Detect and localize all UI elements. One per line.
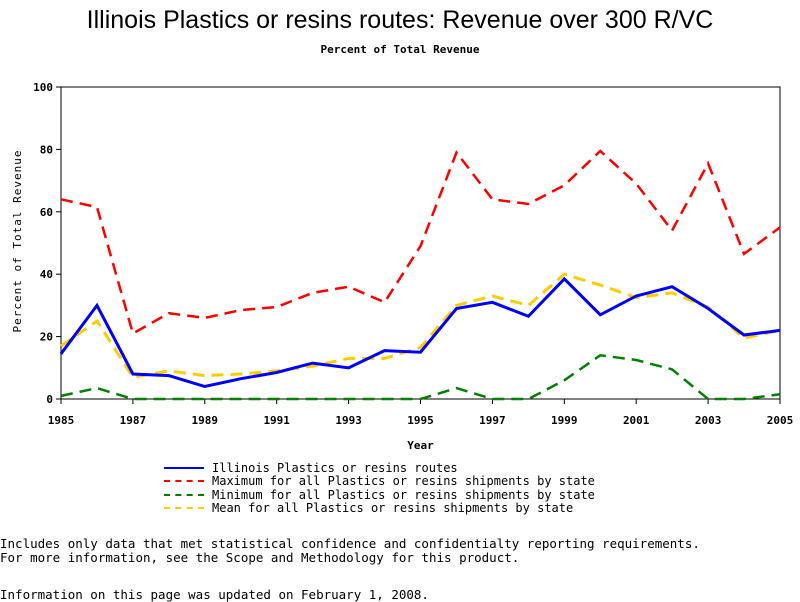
x-tick-label: 1987 — [120, 414, 147, 427]
series-lines — [59, 149, 781, 401]
legend-label: Mean for all Plastics or resins shipment… — [212, 501, 574, 516]
legend-swatch — [164, 480, 204, 483]
series-line-minimum — [60, 353, 781, 401]
x-tick-label: 1995 — [407, 414, 434, 427]
y-tick-label: 0 — [46, 393, 53, 406]
x-axis: 1985 1987 1989 1991 1993 1995 1997 1999 2001 2003… — [48, 399, 794, 427]
chart-title: Illinois Plastics or resins routes: Reve… — [86, 6, 714, 34]
series-line-mean — [60, 272, 781, 379]
legend-swatch — [164, 493, 204, 496]
x-tick-label: 1989 — [192, 414, 219, 427]
footnotes: Includes only data that met statistical … — [0, 537, 700, 565]
x-tick-label: 2001 — [623, 414, 650, 427]
x-tick-label: 1997 — [479, 414, 506, 427]
legend-label: Minimum for all Plastics or resins shipm… — [212, 487, 595, 502]
x-tick-label: 2005 — [767, 414, 794, 427]
legend-swatch — [164, 466, 204, 469]
legend-item-minimum: Minimum for all Plastics or resins shipm… — [164, 488, 595, 502]
x-tick-label: 1999 — [551, 414, 578, 427]
y-tick-label: 100 — [33, 81, 53, 94]
series-line-maximum — [60, 149, 781, 336]
x-tick-label: 1985 — [48, 414, 75, 427]
legend-swatch — [164, 507, 204, 510]
series-line-illinois — [59, 276, 781, 389]
footnote-line: For more information, see the Scope and … — [0, 550, 520, 565]
legend-item-mean: Mean for all Plastics or resins shipment… — [164, 501, 595, 516]
x-axis-label: Year — [407, 439, 434, 452]
line-chart: 0 20 40 60 80 100 1985 1987 1989 1991 1993 1995 199… — [11, 81, 794, 452]
y-tick-label: 20 — [40, 331, 53, 344]
y-tick-label: 60 — [40, 206, 53, 219]
legend-label: Maximum for all Plastics or resins shipm… — [212, 474, 595, 489]
legend-item-maximum: Maximum for all Plastics or resins shipm… — [164, 474, 595, 489]
y-axis-label: Percent of Total Revenue — [11, 150, 24, 333]
footnote-line: Includes only data that met statistical … — [0, 536, 700, 551]
legend: Illinois Plastics or resins routes Maxim… — [164, 461, 595, 515]
legend-label: Illinois Plastics or resins routes — [212, 460, 458, 475]
legend-item-illinois: Illinois Plastics or resins routes — [164, 461, 595, 475]
update-note: Information on this page was updated on … — [0, 587, 429, 602]
y-axis: 0 20 40 60 80 100 — [33, 81, 61, 406]
x-tick-label: 2003 — [695, 414, 722, 427]
y-tick-label: 40 — [40, 268, 53, 281]
y-tick-label: 80 — [40, 143, 53, 156]
x-tick-label: 1991 — [263, 414, 290, 427]
x-tick-label: 1993 — [335, 414, 362, 427]
chart-subtitle: Percent of Total Revenue — [320, 43, 480, 56]
